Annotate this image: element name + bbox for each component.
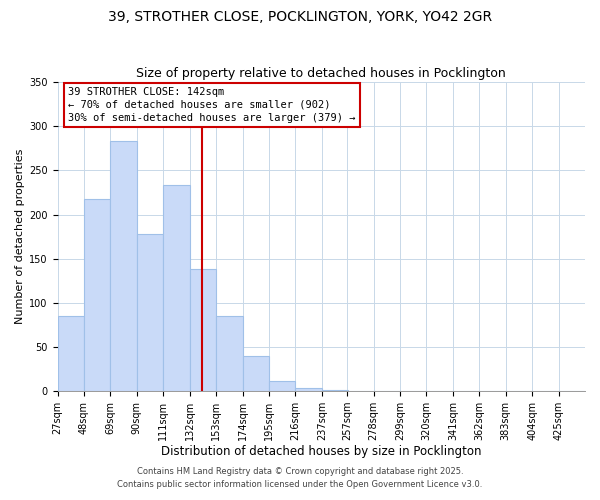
Bar xyxy=(242,356,269,391)
Bar xyxy=(269,382,295,391)
Text: Contains HM Land Registry data © Crown copyright and database right 2025.
Contai: Contains HM Land Registry data © Crown c… xyxy=(118,468,482,489)
Text: 39 STROTHER CLOSE: 142sqm
← 70% of detached houses are smaller (902)
30% of semi: 39 STROTHER CLOSE: 142sqm ← 70% of detac… xyxy=(68,86,356,123)
Bar xyxy=(190,270,216,391)
Bar xyxy=(84,198,110,391)
Bar xyxy=(295,388,322,391)
Bar xyxy=(110,141,137,391)
X-axis label: Distribution of detached houses by size in Pocklington: Distribution of detached houses by size … xyxy=(161,444,482,458)
Bar xyxy=(137,234,163,391)
Bar xyxy=(58,316,84,391)
Text: 39, STROTHER CLOSE, POCKLINGTON, YORK, YO42 2GR: 39, STROTHER CLOSE, POCKLINGTON, YORK, Y… xyxy=(108,10,492,24)
Bar xyxy=(216,316,242,391)
Y-axis label: Number of detached properties: Number of detached properties xyxy=(15,149,25,324)
Title: Size of property relative to detached houses in Pocklington: Size of property relative to detached ho… xyxy=(136,66,506,80)
Bar xyxy=(163,186,190,391)
Bar xyxy=(322,390,349,391)
